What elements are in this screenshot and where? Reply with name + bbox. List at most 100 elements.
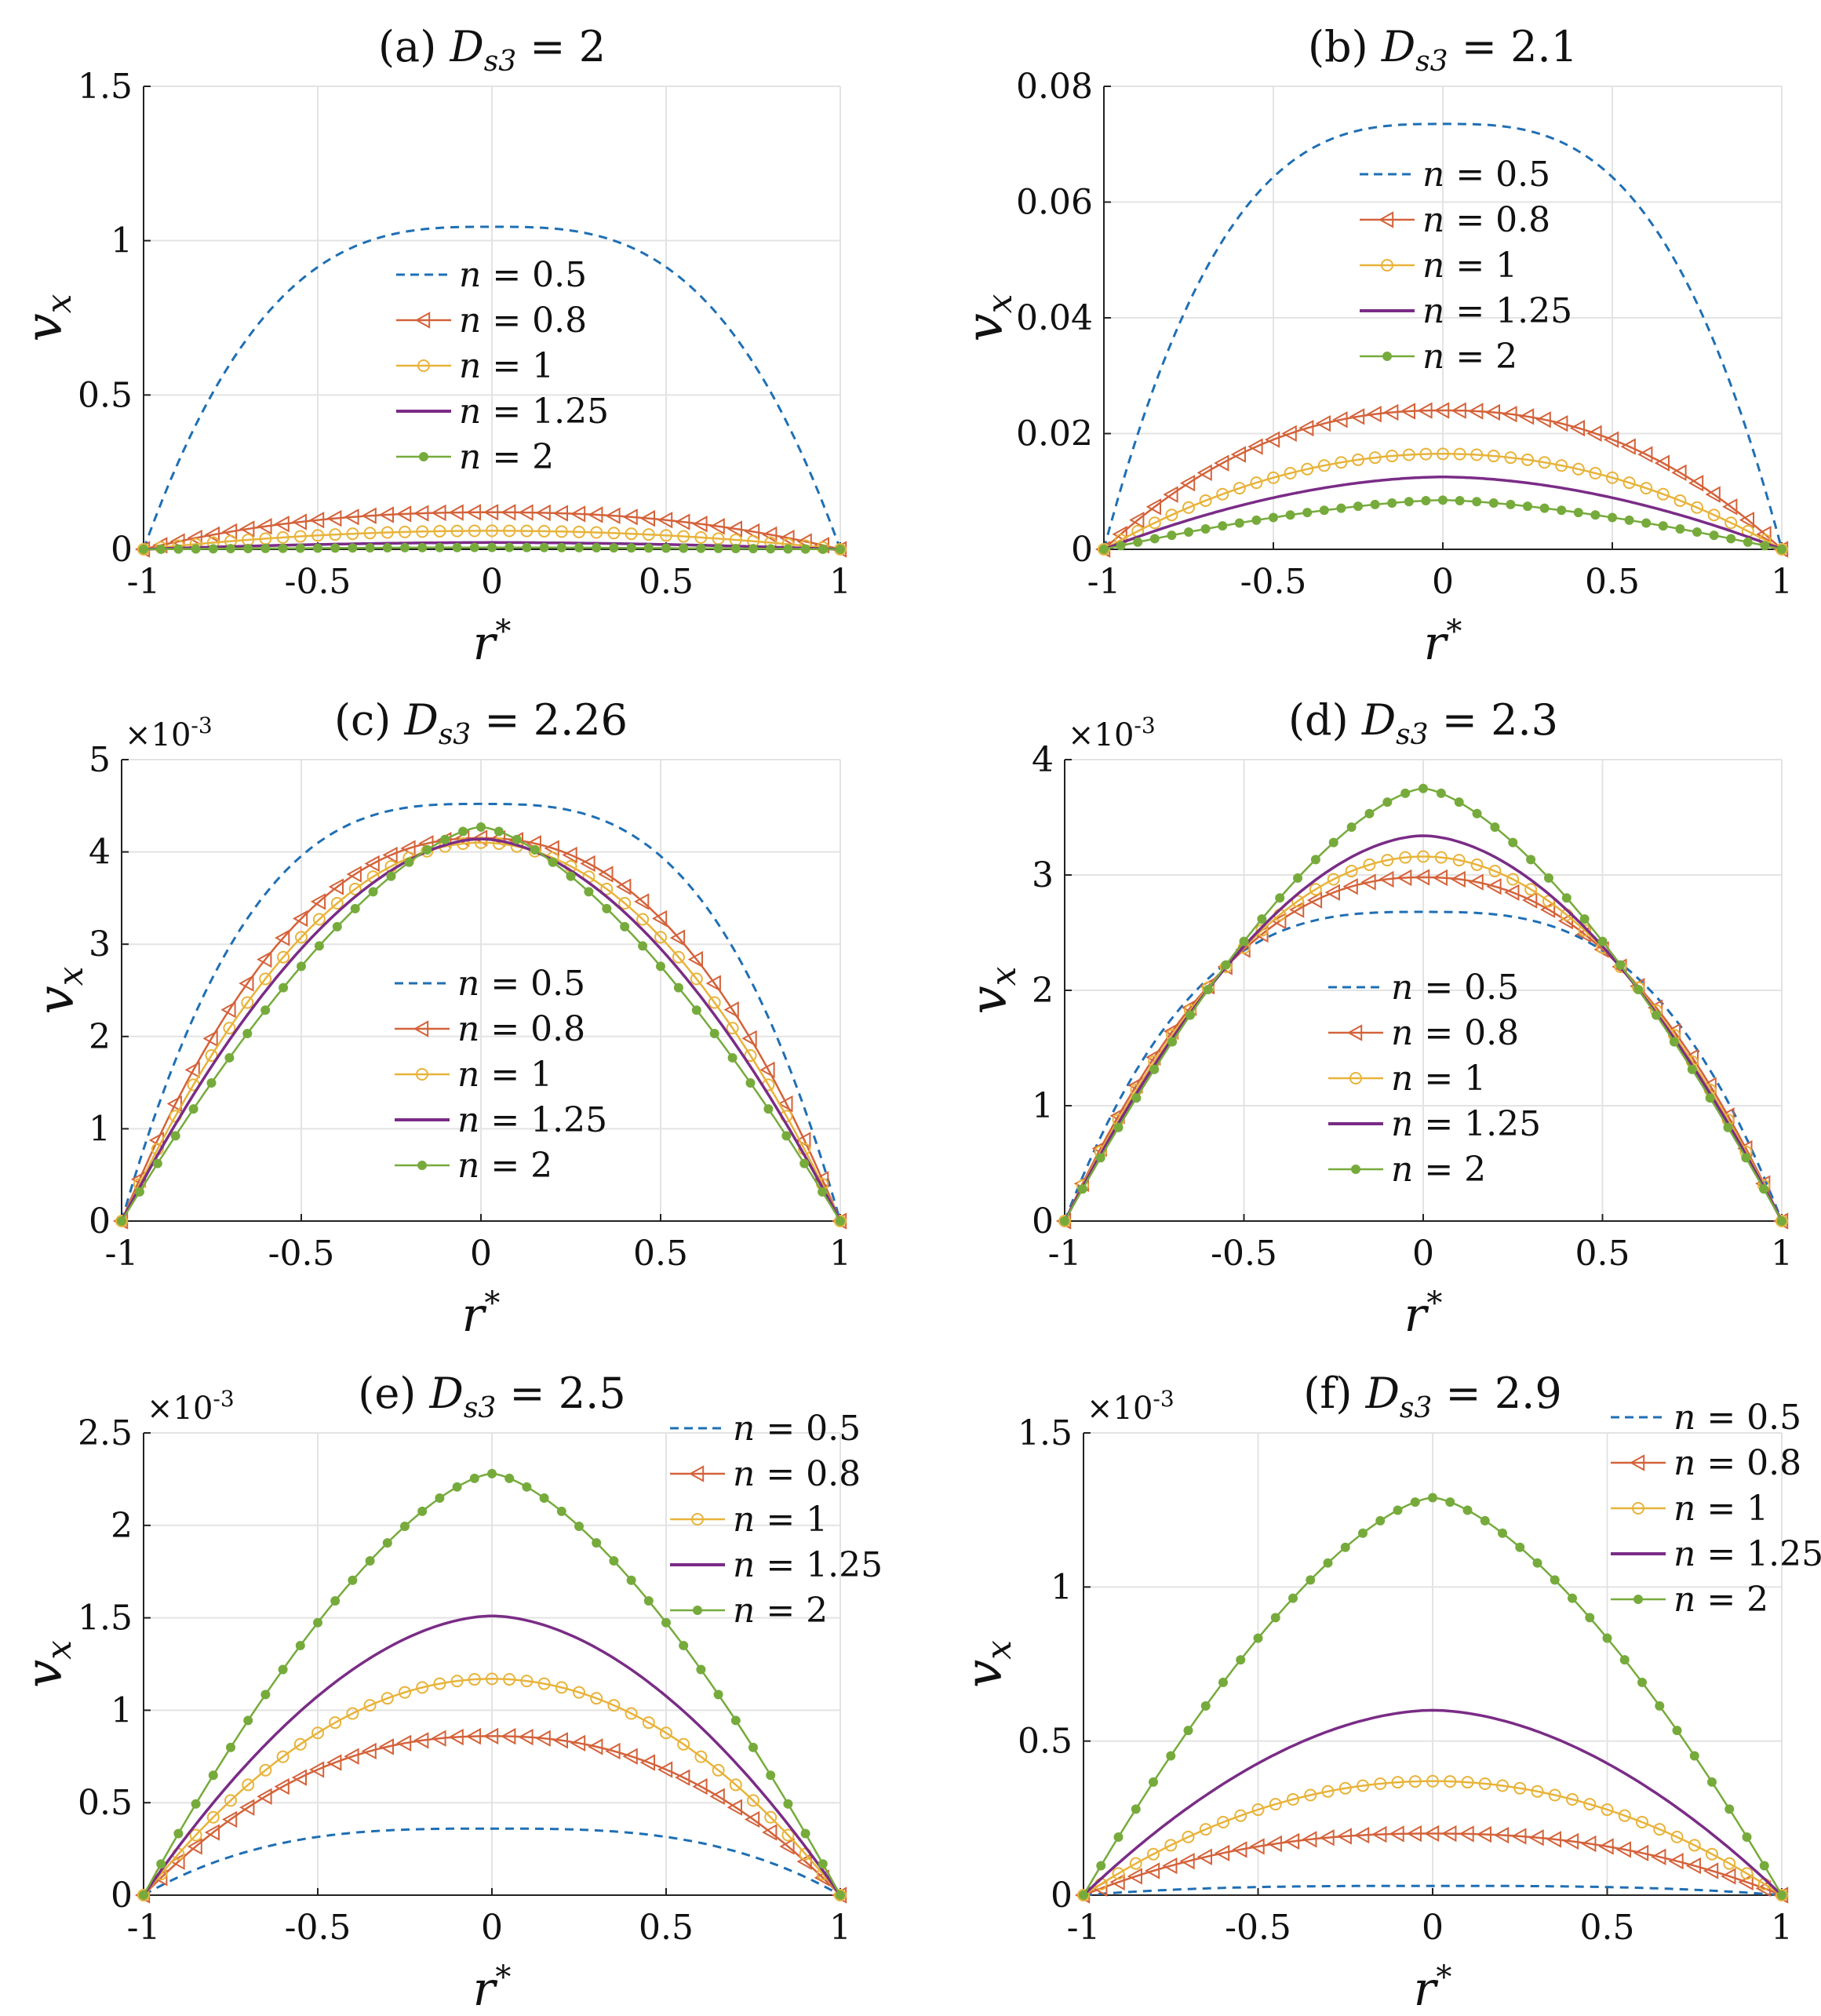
marker-dot-23 — [1472, 808, 1482, 818]
marker-triangle-17 — [1383, 403, 1399, 421]
marker-dot-11 — [314, 941, 324, 951]
marker-triangle-6 — [1196, 464, 1212, 482]
marker-dot-14 — [382, 1538, 392, 1548]
marker-dot-17 — [422, 845, 432, 855]
marker-circle-17 — [1386, 450, 1399, 463]
series-n1 — [1098, 447, 1788, 556]
marker-dot-37 — [781, 1131, 792, 1141]
series-n0p8 — [1094, 402, 1789, 558]
series-line — [120, 802, 842, 1222]
marker-circle-5 — [205, 1049, 218, 1063]
marker-circle-29 — [636, 913, 650, 926]
y-tick-label: 0.08 — [1016, 67, 1093, 107]
marker-triangle-4 — [204, 526, 220, 544]
marker-dot-17 — [1375, 1515, 1386, 1526]
marker-triangle-24 — [552, 505, 568, 522]
x-tick-label: 0 — [481, 562, 503, 602]
marker-triangle-10 — [292, 910, 308, 928]
marker-dot-6 — [1200, 524, 1211, 534]
legend-label: n = 2 — [459, 437, 554, 477]
marker-triangle-29 — [1581, 1835, 1597, 1853]
marker-triangle-8 — [257, 950, 272, 968]
marker-dot-24 — [1490, 822, 1500, 833]
marker-triangle-16 — [1366, 406, 1382, 423]
marker-triangle-27 — [605, 507, 621, 524]
marker-dot-15 — [400, 1521, 410, 1531]
marker-dot-0 — [1079, 1890, 1088, 1900]
y-tick-label: 1 — [1032, 1086, 1054, 1126]
marker-triangle-12 — [344, 1748, 359, 1765]
marker-circle-26 — [590, 526, 603, 539]
marker-triangle-15 — [1336, 1828, 1352, 1845]
marker-triangle-28 — [1563, 1832, 1579, 1850]
series-line — [1083, 1780, 1783, 1897]
marker-dot-33 — [1652, 1010, 1662, 1020]
marker-dot-14 — [1310, 855, 1320, 865]
marker-dot-30 — [1597, 936, 1608, 946]
marker-dot-13 — [1306, 1575, 1316, 1585]
marker-triangle-13 — [361, 1742, 377, 1760]
marker-dot-3 — [191, 1799, 201, 1809]
subplot-title: (f) Ds3 = 2.9 — [1303, 1369, 1561, 1424]
marker-dot-19 — [1410, 1497, 1420, 1507]
marker-circle-0 — [137, 1889, 150, 1901]
marker-dot-0 — [117, 1216, 126, 1226]
marker-dot-19 — [469, 1473, 479, 1483]
marker-triangle-10 — [308, 1761, 325, 1778]
marker-triangle-13 — [346, 866, 362, 883]
marker-circle-13 — [363, 527, 377, 540]
marker-dot-27 — [1550, 1575, 1560, 1585]
marker-dot-29 — [1585, 1613, 1595, 1623]
y-tick-label: 0 — [89, 1201, 111, 1241]
y-tick-label: 1 — [89, 1109, 111, 1149]
marker-dot-7 — [1185, 1010, 1195, 1020]
y-tick-label: 3 — [1032, 855, 1054, 895]
marker-circle-24 — [555, 1681, 568, 1694]
marker-dot-17 — [435, 542, 445, 552]
marker-circle-14 — [1335, 456, 1348, 469]
marker-triangle-22 — [518, 504, 534, 521]
marker-dot-19 — [458, 826, 468, 837]
marker-dot-31 — [1619, 1655, 1630, 1665]
marker-triangle-15 — [1349, 408, 1365, 425]
marker-dot-25 — [566, 871, 576, 881]
marker-triangle-29 — [1586, 425, 1602, 443]
marker-dot-5 — [226, 1742, 235, 1752]
marker-circle-25 — [573, 1686, 585, 1699]
marker-triangle-2 — [169, 1853, 185, 1870]
marker-triangle-9 — [291, 1769, 307, 1786]
series-n0p5 — [142, 225, 842, 550]
legend-label: n = 1.25 — [457, 1100, 607, 1140]
marker-dot-27 — [609, 543, 619, 553]
y-tick-label: 0 — [1032, 1201, 1054, 1241]
marker-dot-40 — [1777, 1216, 1786, 1226]
marker-dot-35 — [1692, 527, 1702, 538]
legend-label: n = 1 — [1673, 1489, 1768, 1529]
marker-triangle-20 — [1414, 869, 1430, 886]
marker-triangle-23 — [535, 1730, 551, 1747]
marker-dot-10 — [1253, 1633, 1263, 1643]
marker-triangle-23 — [535, 504, 551, 522]
marker-circle-9 — [293, 1737, 307, 1751]
marker-dot-20 — [1428, 1493, 1437, 1503]
legend-label: n = 2 — [1673, 1580, 1768, 1620]
marker-circle-10 — [1251, 1803, 1265, 1817]
marker-circle-28 — [625, 527, 638, 541]
marker-triangle-14 — [378, 506, 394, 523]
marker-circle-23 — [1478, 1777, 1491, 1790]
series-n0p8 — [1074, 1825, 1789, 1904]
marker-dot-25 — [1515, 1542, 1525, 1552]
marker-dot-6 — [1183, 1726, 1193, 1736]
marker-triangle-14 — [364, 855, 380, 873]
marker-dot-2 — [1095, 1153, 1105, 1163]
marker-circle-4 — [206, 1810, 220, 1824]
y-tick-label: 0.5 — [78, 375, 133, 415]
x-tick-label: -0.5 — [268, 1234, 335, 1274]
marker-triangle-20 — [483, 1727, 499, 1745]
marker-triangle-20 — [1433, 402, 1450, 419]
legend-label: n = 0.8 — [459, 301, 587, 341]
marker-dot-16 — [1370, 499, 1380, 509]
legend-label: n = 1 — [733, 1500, 828, 1540]
marker-circle-16 — [1368, 451, 1382, 465]
marker-circle-6 — [1182, 1830, 1195, 1843]
